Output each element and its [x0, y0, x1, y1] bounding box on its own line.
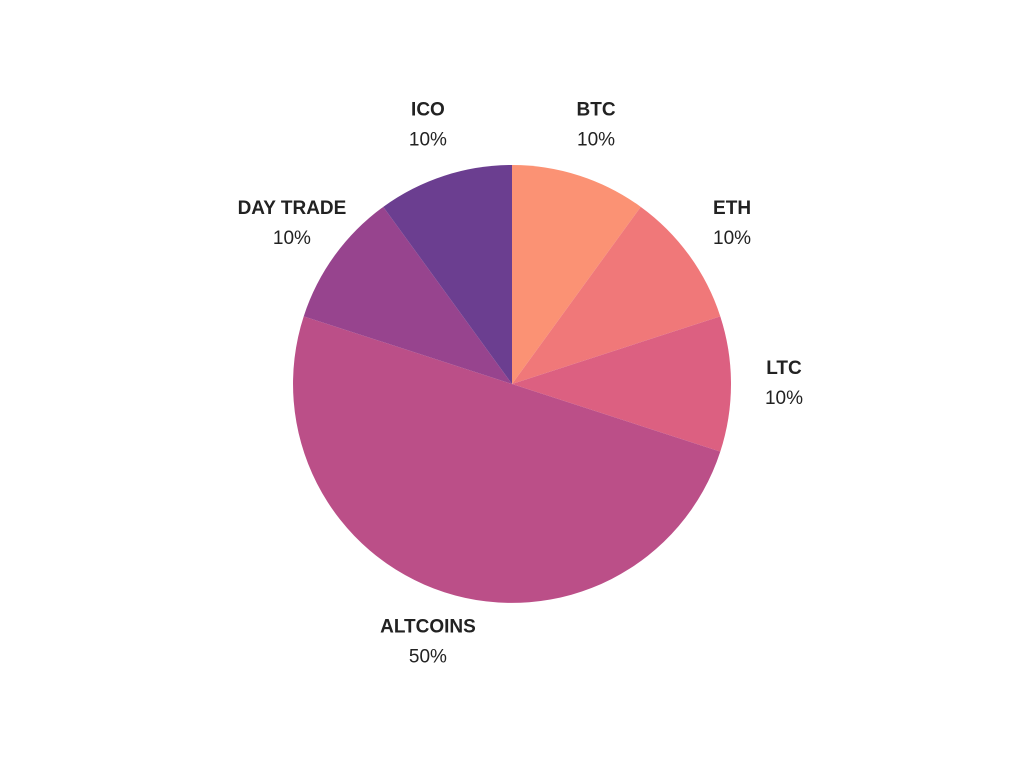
slice-value-label: 10%: [409, 129, 447, 150]
slice-value-label: 50%: [409, 647, 447, 668]
slice-label: LTC: [766, 358, 802, 379]
slice-label: ICO: [411, 99, 445, 120]
slice-label: ETH: [713, 198, 751, 219]
slice-label: BTC: [577, 99, 616, 120]
pie-slice: [303, 206, 512, 384]
pie-slice: [512, 316, 731, 452]
slice-label: DAY TRADE: [238, 198, 347, 219]
slice-value-label: 10%: [765, 388, 803, 409]
slice-value-label: 10%: [577, 129, 615, 150]
pie-slice: [512, 206, 721, 384]
slice-value-label: 10%: [273, 228, 311, 249]
pie-slice: [293, 316, 721, 603]
pie-slice: [512, 165, 641, 384]
slice-value-label: 10%: [713, 228, 751, 249]
slice-label: ALTCOINS: [380, 617, 476, 638]
pie-slice: [383, 165, 512, 384]
